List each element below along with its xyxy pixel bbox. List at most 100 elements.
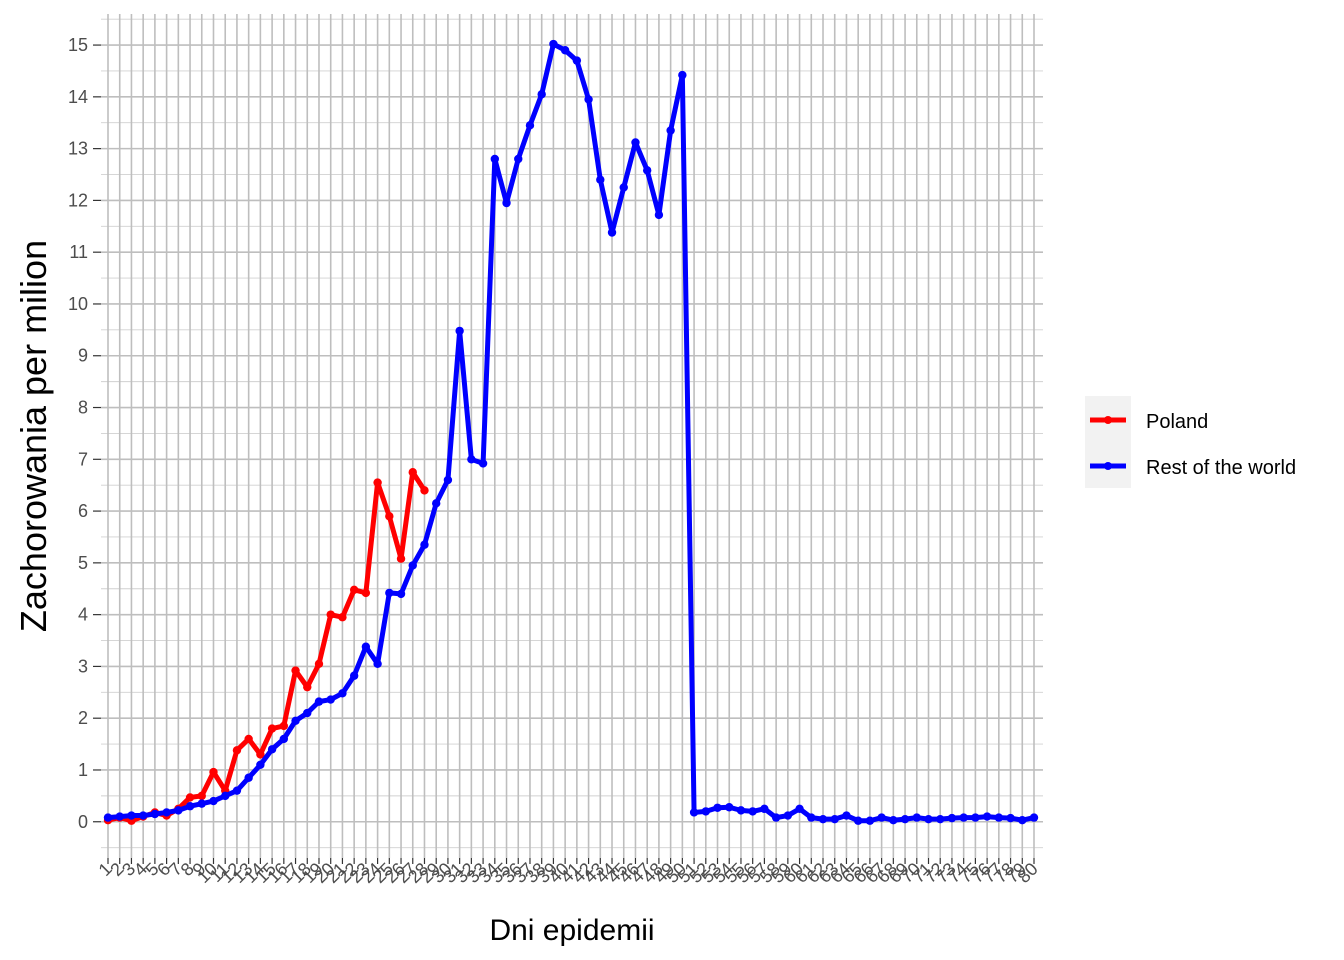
- data-point-rest-of-the-world: [162, 808, 171, 817]
- y-tick-label: 8: [78, 398, 88, 418]
- data-point-poland: [256, 750, 265, 759]
- data-point-rest-of-the-world: [666, 126, 675, 135]
- y-tick-label: 9: [78, 346, 88, 366]
- data-point-rest-of-the-world: [713, 803, 722, 812]
- data-point-rest-of-the-world: [936, 814, 945, 824]
- data-point-rest-of-the-world: [185, 802, 195, 811]
- data-point-poland: [420, 486, 429, 495]
- data-point-rest-of-the-world: [349, 671, 359, 680]
- data-point-poland: [279, 721, 289, 731]
- data-point-rest-of-the-world: [900, 814, 910, 824]
- data-point-rest-of-the-world: [889, 816, 898, 825]
- data-point-rest-of-the-world: [197, 799, 206, 808]
- data-point-rest-of-the-world: [607, 228, 617, 237]
- data-point-rest-of-the-world: [748, 807, 757, 816]
- data-point-rest-of-the-world: [642, 166, 652, 175]
- data-point-rest-of-the-world: [1006, 813, 1015, 823]
- data-point-poland: [244, 734, 253, 744]
- data-point-rest-of-the-world: [689, 808, 699, 817]
- data-point-rest-of-the-world: [654, 210, 664, 220]
- data-point-rest-of-the-world: [326, 695, 335, 704]
- data-point-poland: [385, 512, 394, 521]
- data-point-poland: [361, 588, 371, 598]
- data-point-rest-of-the-world: [760, 804, 769, 814]
- data-point-rest-of-the-world: [572, 56, 582, 65]
- data-point-rest-of-the-world: [842, 811, 851, 820]
- data-point-rest-of-the-world: [138, 811, 148, 820]
- data-point-rest-of-the-world: [1029, 813, 1039, 822]
- data-point-poland: [267, 724, 277, 733]
- data-point-rest-of-the-world: [982, 812, 992, 821]
- data-point-poland: [232, 746, 242, 755]
- data-point-rest-of-the-world: [361, 642, 371, 651]
- data-point-poland: [291, 666, 300, 675]
- legend-key-rest-of-world-point: [1104, 462, 1112, 470]
- data-point-rest-of-the-world: [537, 90, 546, 99]
- data-point-rest-of-the-world: [514, 154, 523, 164]
- series-line-rest-of-the-world: [105, 41, 1037, 824]
- y-tick-label: 12: [68, 190, 88, 210]
- y-tick-label: 2: [78, 708, 88, 728]
- data-point-poland: [326, 610, 335, 619]
- y-tick-label: 15: [68, 35, 88, 55]
- data-point-rest-of-the-world: [478, 459, 488, 468]
- y-tick-label: 13: [68, 139, 88, 159]
- data-point-rest-of-the-world: [971, 813, 980, 822]
- data-point-rest-of-the-world: [127, 811, 136, 820]
- legend-label-poland: Poland: [1146, 411, 1208, 433]
- y-tick-label: 5: [78, 553, 88, 573]
- data-point-rest-of-the-world: [818, 814, 828, 824]
- data-point-rest-of-the-world: [678, 70, 687, 80]
- y-tick-label: 14: [68, 87, 88, 107]
- data-point-rest-of-the-world: [174, 806, 183, 815]
- y-tick-label: 3: [78, 656, 88, 676]
- data-point-rest-of-the-world: [549, 39, 558, 49]
- data-point-rest-of-the-world: [736, 806, 746, 815]
- data-point-rest-of-the-world: [959, 813, 968, 822]
- data-point-rest-of-the-world: [596, 175, 605, 184]
- data-point-poland: [338, 613, 347, 622]
- data-point-rest-of-the-world: [502, 198, 511, 208]
- data-point-rest-of-the-world: [807, 813, 816, 822]
- data-point-rest-of-the-world: [244, 773, 253, 782]
- legend: Poland Rest of the world: [1085, 396, 1296, 488]
- data-point-poland: [209, 767, 218, 777]
- data-point-rest-of-the-world: [912, 813, 921, 822]
- grid-lines: [101, 14, 1043, 858]
- data-point-rest-of-the-world: [314, 697, 324, 706]
- y-tick-label: 7: [78, 449, 88, 469]
- x-axis-title: Dni epidemii: [489, 914, 654, 947]
- data-point-rest-of-the-world: [209, 796, 218, 806]
- data-point-rest-of-the-world: [396, 589, 406, 599]
- data-point-rest-of-the-world: [338, 689, 347, 698]
- data-point-rest-of-the-world: [256, 760, 265, 769]
- data-point-rest-of-the-world: [455, 326, 464, 336]
- data-point-rest-of-the-world: [560, 46, 570, 55]
- legend-key-poland-point: [1104, 416, 1112, 424]
- data-point-poland: [373, 478, 382, 487]
- data-point-rest-of-the-world: [232, 786, 242, 795]
- data-point-rest-of-the-world: [467, 455, 476, 464]
- data-point-poland: [197, 791, 206, 801]
- data-point-rest-of-the-world: [303, 708, 312, 718]
- data-point-rest-of-the-world: [1018, 816, 1027, 825]
- data-point-rest-of-the-world: [291, 716, 300, 725]
- data-point-rest-of-the-world: [385, 588, 394, 598]
- y-tick-label: 1: [78, 760, 88, 780]
- legend-key-background: [1085, 396, 1131, 488]
- plot-series: [103, 39, 1039, 825]
- data-point-rest-of-the-world: [443, 475, 453, 485]
- data-point-rest-of-the-world: [373, 659, 382, 669]
- data-point-rest-of-the-world: [853, 816, 863, 825]
- y-tick-label: 10: [68, 294, 88, 314]
- data-point-rest-of-the-world: [877, 813, 886, 822]
- data-point-rest-of-the-world: [994, 813, 1004, 822]
- data-point-rest-of-the-world: [408, 561, 417, 570]
- data-point-rest-of-the-world: [924, 814, 933, 824]
- data-point-poland: [396, 554, 406, 563]
- y-tick-label: 11: [69, 242, 88, 262]
- y-axis-title: Zachorowania per milion: [13, 240, 54, 632]
- data-point-poland: [349, 585, 359, 594]
- data-point-poland: [303, 682, 312, 692]
- data-point-rest-of-the-world: [103, 813, 113, 822]
